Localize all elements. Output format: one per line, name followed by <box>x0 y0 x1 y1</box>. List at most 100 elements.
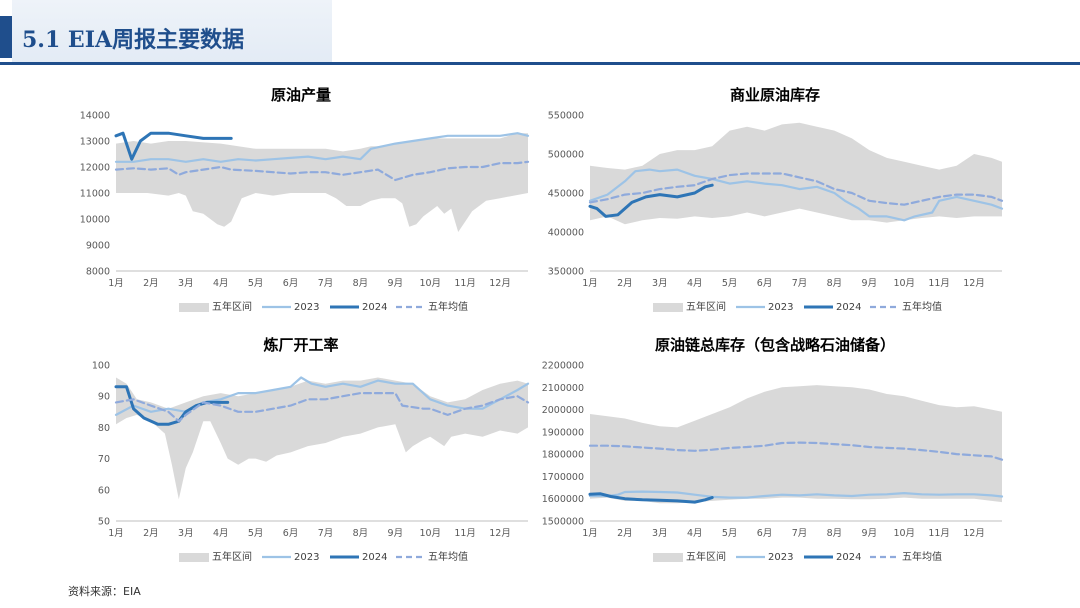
legend-label-band: 五年区间 <box>212 300 252 313</box>
source-note: 资料来源：EIA <box>68 585 141 598</box>
x-tick-label: 12月 <box>963 528 985 539</box>
x-tick-label: 10月 <box>893 278 915 289</box>
header-rule <box>0 62 1080 65</box>
x-tick-label: 10月 <box>419 278 441 289</box>
x-tick-label: 10月 <box>893 528 915 539</box>
x-tick-label: 11月 <box>454 278 476 289</box>
y-tick-label: 90 <box>98 392 110 403</box>
y-tick-label: 13000 <box>80 137 110 148</box>
y-tick-label: 80 <box>98 423 110 434</box>
x-tick-label: 7月 <box>792 528 808 539</box>
x-tick-label: 11月 <box>928 528 950 539</box>
chart-svg: 炼厂开工率 50 60 70 80 90 100 1月 2月 3月 4月 5月 6月 7月 8月 9月 10月 1… <box>92 336 530 563</box>
x-tick-label: 2月 <box>143 278 159 289</box>
band-five-year-range <box>116 377 528 500</box>
y-tick-label: 1700000 <box>542 472 584 483</box>
legend-swatch-band <box>653 553 683 562</box>
legend-label-avg: 五年均值 <box>428 300 468 313</box>
page-title: 5.1 EIA周报主要数据 <box>22 27 245 53</box>
series-line-y2024 <box>588 492 714 504</box>
chart-svg: 原油产量 8000 9000 10000 11000 12000 13000 14000 1月 2… <box>80 86 530 313</box>
series-line-avg <box>588 441 1004 461</box>
y-tick-label: 14000 <box>80 111 110 122</box>
series-line-y2023 <box>588 490 1004 499</box>
band-five-year-range <box>590 385 1002 504</box>
x-tick-label: 12月 <box>489 528 511 539</box>
chart-commercial-crude-stocks: 商业原油库存 350000 400000 450000 500000 550000 1月 2月… <box>540 78 1010 318</box>
legend-label-band: 五年区间 <box>686 300 726 313</box>
x-tick-label: 4月 <box>213 278 229 289</box>
y-tick-label: 50 <box>98 517 110 528</box>
series-line-y2023 <box>588 168 1004 222</box>
chart-svg: 原油链总库存（包含战略石油储备） 1500000 1600000 1700000 180… <box>542 336 1004 563</box>
y-tick-label: 70 <box>98 454 110 465</box>
x-tick-label: 9月 <box>862 528 878 539</box>
x-tick-label: 8月 <box>353 278 369 289</box>
chart-refinery-utilization: 炼厂开工率 50 60 70 80 90 100 1月 2月 3月 4月 5月 6月 7月 8月 9月 10月 1… <box>66 328 536 568</box>
x-tick-label: 1月 <box>582 278 598 289</box>
x-tick-label: 2月 <box>143 528 159 539</box>
x-tick-label: 1月 <box>582 528 598 539</box>
y-tick-label: 9000 <box>86 241 110 252</box>
x-tick-label: 8月 <box>353 528 369 539</box>
x-tick-label: 12月 <box>963 278 985 289</box>
legend-swatch-band <box>653 303 683 312</box>
y-tick-label: 500000 <box>548 150 584 161</box>
legend-label-band: 五年区间 <box>686 550 726 563</box>
y-tick-label: 1600000 <box>542 494 584 505</box>
y-tick-label: 350000 <box>548 267 584 278</box>
legend-label-2024: 2024 <box>836 302 861 313</box>
legend-label-2023: 2023 <box>294 552 319 563</box>
series-line-y2024 <box>588 183 714 218</box>
x-tick-label: 3月 <box>178 528 194 539</box>
x-tick-label: 6月 <box>283 278 299 289</box>
y-tick-label: 1900000 <box>542 427 584 438</box>
x-tick-label: 3月 <box>178 278 194 289</box>
legend-label-2023: 2023 <box>294 302 319 313</box>
legend-label-avg: 五年均值 <box>428 550 468 563</box>
y-tick-label: 1500000 <box>542 517 584 528</box>
y-tick-label: 2200000 <box>542 361 584 372</box>
chart-title: 炼厂开工率 <box>263 336 338 354</box>
series-line-avg <box>114 160 530 182</box>
header-accent-bar <box>0 16 12 58</box>
x-tick-label: 9月 <box>862 278 878 289</box>
x-tick-label: 1月 <box>108 278 124 289</box>
legend-label-avg: 五年均值 <box>902 550 942 563</box>
y-tick-label: 2100000 <box>542 383 584 394</box>
chart-total-crude-stocks-incl-spr: 原油链总库存（包含战略石油储备） 1500000 1600000 1700000 180… <box>540 328 1010 568</box>
x-tick-label: 5月 <box>248 278 264 289</box>
series-line-avg <box>114 391 530 423</box>
y-tick-label: 400000 <box>548 228 584 239</box>
chart-title: 商业原油库存 <box>730 86 820 104</box>
legend-label-2023: 2023 <box>768 302 793 313</box>
legend-swatch-band <box>179 303 209 312</box>
x-tick-label: 7月 <box>792 278 808 289</box>
legend-label-2024: 2024 <box>836 552 861 563</box>
x-tick-label: 11月 <box>928 278 950 289</box>
x-tick-label: 9月 <box>388 528 404 539</box>
legend-label-avg: 五年均值 <box>902 300 942 313</box>
legend-label-band: 五年区间 <box>212 550 252 563</box>
legend-label-2024: 2024 <box>362 552 387 563</box>
band-five-year-range <box>116 133 528 232</box>
y-tick-label: 10000 <box>80 215 110 226</box>
legend-label-2024: 2024 <box>362 302 387 313</box>
x-tick-label: 4月 <box>213 528 229 539</box>
y-tick-label: 11000 <box>80 189 110 200</box>
x-tick-label: 2月 <box>617 528 633 539</box>
x-tick-label: 12月 <box>489 278 511 289</box>
x-tick-label: 4月 <box>687 278 703 289</box>
x-tick-label: 1月 <box>108 528 124 539</box>
series-line-y2024 <box>114 131 233 161</box>
legend-label-2023: 2023 <box>768 552 793 563</box>
x-tick-label: 3月 <box>652 528 668 539</box>
x-tick-label: 2月 <box>617 278 633 289</box>
x-tick-label: 5月 <box>248 528 264 539</box>
chart-svg: 商业原油库存 350000 400000 450000 500000 550000 1月 2月… <box>548 86 1004 313</box>
legend-swatch-band <box>179 553 209 562</box>
y-tick-label: 550000 <box>548 111 584 122</box>
y-tick-label: 2000000 <box>542 405 584 416</box>
y-tick-label: 1800000 <box>542 450 584 461</box>
x-tick-label: 7月 <box>318 278 334 289</box>
